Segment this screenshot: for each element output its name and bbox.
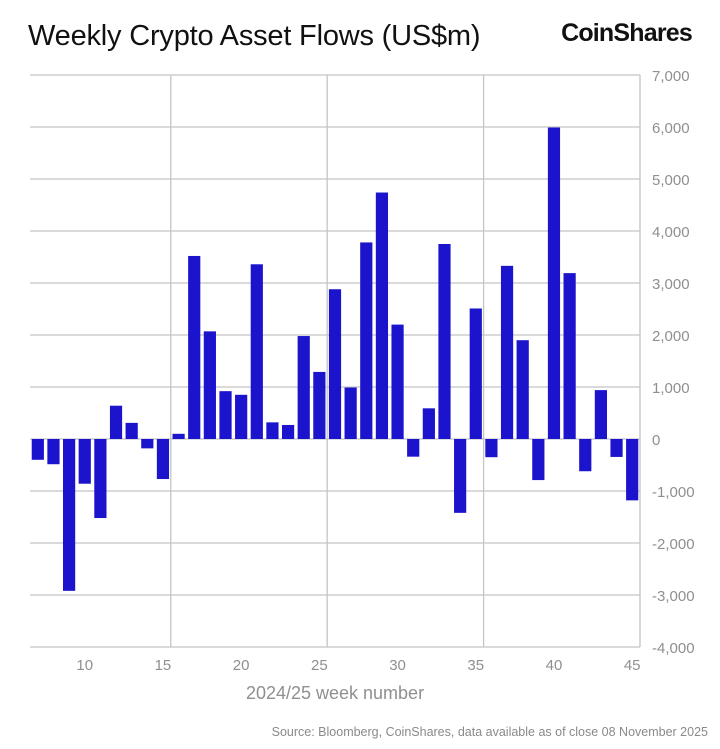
bar-week-37 <box>500 265 514 439</box>
bar-week-41 <box>563 273 576 439</box>
bar-week-36 <box>485 439 498 458</box>
bar-week-44 <box>610 439 623 457</box>
y-tick-label: 7,000 <box>652 68 690 85</box>
y-tick-label: 2,000 <box>652 328 690 345</box>
bar-week-20 <box>235 394 248 439</box>
bar-week-18 <box>203 331 216 439</box>
bar-week-13 <box>125 422 138 439</box>
bar-week-28 <box>360 242 373 439</box>
chart-title: Weekly Crypto Asset Flows (US$m) <box>28 20 481 52</box>
bar-week-31 <box>407 439 420 457</box>
bar-week-26 <box>328 289 342 439</box>
bar-week-30 <box>391 324 404 439</box>
x-tick-label: 30 <box>389 657 406 674</box>
y-tick-label: 3,000 <box>652 276 690 293</box>
x-tick-label: 20 <box>233 657 250 674</box>
bar-week-40 <box>547 127 561 440</box>
y-tick-label: -3,000 <box>652 588 695 605</box>
bar-week-33 <box>438 244 451 439</box>
x-tick-label: 25 <box>311 657 328 674</box>
x-tick-label: 40 <box>546 657 563 674</box>
y-tick-label: 5,000 <box>652 172 690 189</box>
bar-week-32 <box>422 408 435 439</box>
y-tick-label: -4,000 <box>652 640 695 657</box>
bar-week-16 <box>172 433 185 439</box>
bar-week-7 <box>31 439 44 460</box>
coinshares-logo: CoinShares <box>561 19 693 47</box>
y-tick-label: 0 <box>652 432 660 449</box>
bar-week-35 <box>469 308 482 439</box>
bar-week-9 <box>63 439 76 591</box>
bar-week-22 <box>266 422 279 439</box>
bar-week-43 <box>594 390 607 439</box>
source-note: Source: Bloomberg, CoinShares, data avai… <box>271 725 708 739</box>
bar-week-39 <box>532 439 545 481</box>
x-tick-label: 45 <box>624 657 641 674</box>
bar-week-17 <box>188 255 201 439</box>
y-tick-label: 1,000 <box>652 380 690 397</box>
bar-week-24 <box>297 336 310 439</box>
x-tick-label: 10 <box>76 657 93 674</box>
bar-week-19 <box>219 391 232 439</box>
bar-week-29 <box>375 192 389 439</box>
y-tick-label: 4,000 <box>652 224 690 241</box>
bar-week-25 <box>313 371 326 439</box>
x-axis-label: 2024/25 week number <box>246 683 424 703</box>
bar-week-21 <box>250 264 263 439</box>
bar-week-14 <box>141 439 154 449</box>
bar-week-42 <box>579 439 592 472</box>
bar-week-34 <box>454 439 467 513</box>
x-tick-label: 15 <box>155 657 172 674</box>
y-tick-label: 6,000 <box>652 120 690 137</box>
bar-week-38 <box>516 340 529 439</box>
bar-week-11 <box>94 439 107 519</box>
x-tick-label: 35 <box>467 657 484 674</box>
bar-week-45 <box>626 439 639 501</box>
y-tick-label: -1,000 <box>652 484 695 501</box>
bar-week-15 <box>156 439 170 480</box>
bar-week-10 <box>78 439 91 484</box>
bar-week-8 <box>47 439 60 465</box>
y-tick-label: -2,000 <box>652 536 695 553</box>
bar-week-12 <box>109 405 123 439</box>
bar-week-23 <box>281 424 295 439</box>
bar-week-27 <box>344 387 357 439</box>
